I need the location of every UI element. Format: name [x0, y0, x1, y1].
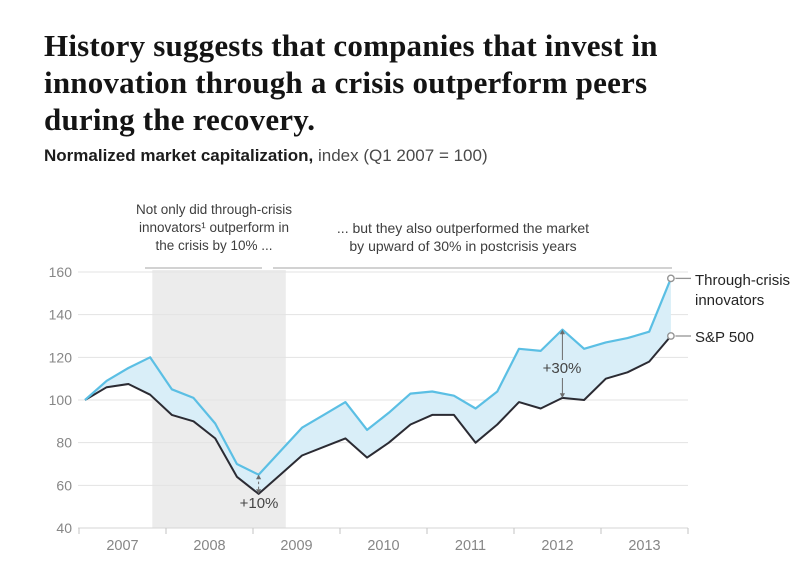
line-end-marker: [667, 274, 675, 283]
line-end-marker: [667, 332, 675, 340]
annotation-line: Not only did through-crisis: [135, 202, 293, 217]
annotation-line: by upward of 30% in postcrisis years: [349, 238, 577, 254]
annotation-crisis: Not only did through-crisis innovators¹ …: [114, 201, 314, 255]
x-axis-label: 2007: [106, 538, 138, 554]
series-label-line: Through-crisis: [695, 272, 791, 289]
x-axis-label: 2011: [455, 538, 486, 554]
chart-subtitle-metric: Normalized market capitalization,: [44, 146, 314, 165]
x-axis-label: 2008: [193, 538, 225, 554]
annotation-line: ... but they also outperformed the marke…: [336, 220, 590, 236]
performance-gap-area: [85, 278, 671, 494]
annotation-underline-crisis: [145, 267, 262, 269]
sp500-line: [84, 335, 672, 495]
y-axis-label: 160: [49, 264, 73, 280]
series-label-line: S&P 500: [695, 329, 754, 346]
series-label-sp500: S&P 500: [695, 328, 805, 348]
gap-arrow-head-up: [256, 474, 262, 480]
title-line: History suggests that companies that inv…: [44, 27, 658, 63]
chart-subtitle: Normalized market capitalization, index …: [44, 146, 764, 166]
annotation-underline-postcrisis: [273, 267, 672, 269]
y-axis-label: 60: [56, 477, 72, 493]
chart-subtitle-unit: index (Q1 2007 = 100): [313, 146, 488, 165]
annotation-line: the crisis by 10% ...: [155, 238, 273, 253]
x-axis-label: 2009: [280, 538, 312, 554]
gap-arrow-head-down: [559, 393, 565, 398]
series-label-innovators: Through-crisis innovators: [695, 271, 805, 311]
series-label-line: innovators: [695, 292, 765, 309]
gap-arrow-head-up: [559, 329, 565, 335]
gap-callout-10pct: +10%: [239, 495, 279, 512]
annotation-postcrisis: ... but they also outperformed the marke…: [316, 219, 610, 255]
y-axis-label: 140: [49, 307, 73, 323]
y-axis-label: 80: [56, 435, 72, 451]
y-axis-label: 120: [49, 349, 73, 365]
y-axis-label: 40: [56, 520, 72, 536]
x-axis-label: 2013: [628, 538, 660, 554]
annotation-line: innovators¹ outperform in: [138, 220, 290, 235]
y-axis-label: 100: [49, 392, 73, 408]
x-axis-label: 2012: [541, 538, 573, 554]
title-line: innovation through a crisis outperform p…: [44, 64, 648, 100]
gap-arrow-head-down: [256, 489, 262, 494]
innovators-line: [84, 277, 672, 476]
page-title: History suggests that companies that inv…: [44, 27, 774, 138]
gap-callout-30pct: +30%: [526, 360, 598, 378]
x-axis-label: 2010: [367, 538, 399, 554]
title-line: during the recovery.: [44, 101, 316, 137]
